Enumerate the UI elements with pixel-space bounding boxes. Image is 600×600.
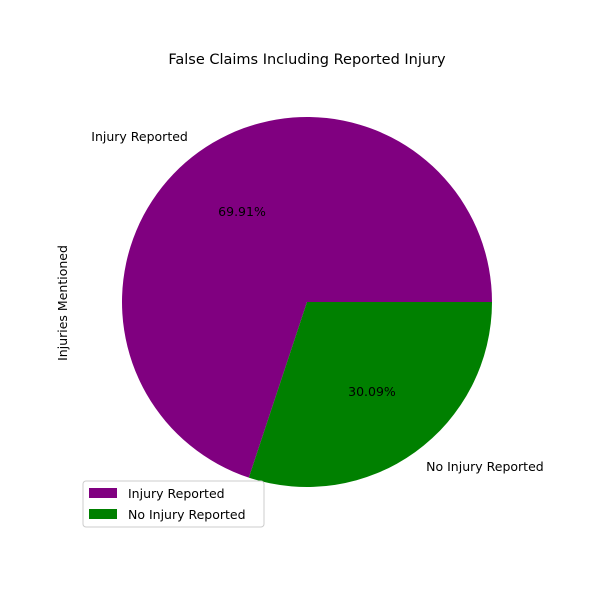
- pie-category-label-no-injury-reported: No Injury Reported: [426, 459, 544, 474]
- pie-category-label-injury-reported: Injury Reported: [91, 129, 188, 144]
- pie-percent-injury-reported: 69.91%: [218, 204, 266, 219]
- pie-slice-no-injury-reported: [248, 302, 492, 487]
- pie-percent-no-injury-reported: 30.09%: [348, 384, 396, 399]
- chart-title: False Claims Including Reported Injury: [168, 52, 446, 68]
- legend-swatch-no-injury-reported: [89, 509, 117, 519]
- legend-frame: [82, 480, 265, 528]
- legend-swatch-injury-reported: [89, 488, 117, 498]
- legend: Injury Reported No Injury Reported: [82, 480, 265, 528]
- y-axis-label: Injuries Mentioned: [55, 245, 70, 361]
- pie-slice-injury-reported: [122, 117, 492, 478]
- pie-slices: [122, 117, 492, 487]
- pie-labels: 69.91% Injury Reported 30.09% No Injury Rep…: [91, 129, 543, 474]
- legend-label-no-injury-reported: No Injury Reported: [128, 507, 246, 522]
- legend-label-injury-reported: Injury Reported: [128, 486, 225, 501]
